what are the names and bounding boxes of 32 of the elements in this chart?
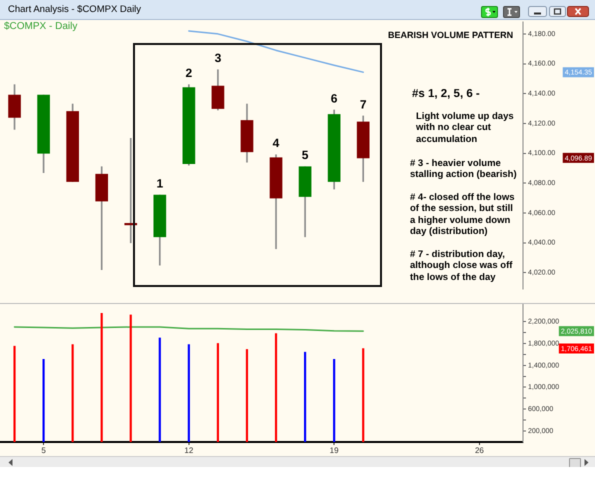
bar: [13, 346, 16, 442]
bar: [362, 348, 364, 442]
annotation: # 4- closed off the lows of the session, but still a higher volume down day (distribution): [410, 192, 516, 238]
bar: [274, 333, 278, 442]
x-tick-label: 26: [474, 446, 484, 456]
text: 2: [186, 66, 192, 80]
text: 7: [360, 97, 367, 112]
x-tick-label: 12: [184, 446, 194, 456]
bar: [130, 314, 132, 442]
annotation: # 7 - distribution day, although close was off the lows of the day: [410, 249, 514, 283]
bar: [188, 344, 190, 442]
bar: [42, 358, 45, 442]
text: 6: [330, 91, 338, 106]
bar: [333, 358, 336, 442]
bar: [158, 338, 161, 442]
bar: [304, 352, 306, 442]
annotation: #s 1, 2, 5, 6 -: [412, 88, 481, 100]
annotation: # 3 - heavier volume stalling action (bearish): [410, 158, 518, 181]
x-tick-label: 5: [41, 446, 46, 456]
bar: [246, 349, 248, 442]
text: 4: [272, 136, 280, 150]
text: BEARISH VOLUME PATTERN: [388, 30, 514, 40]
chart-subtitle: $COMPX - Daily: [4, 21, 78, 32]
bar: [100, 312, 103, 442]
text: 5: [302, 148, 308, 162]
text: Chart Analysis - $COMPX Daily: [8, 4, 142, 16]
x-tick-label: 19: [330, 446, 340, 456]
bar: [216, 343, 219, 442]
text: 1: [156, 176, 164, 190]
bar: [72, 344, 74, 442]
annotation: Light volume up days with no clear cut accumulation: [416, 111, 515, 145]
text: 3: [214, 51, 222, 66]
